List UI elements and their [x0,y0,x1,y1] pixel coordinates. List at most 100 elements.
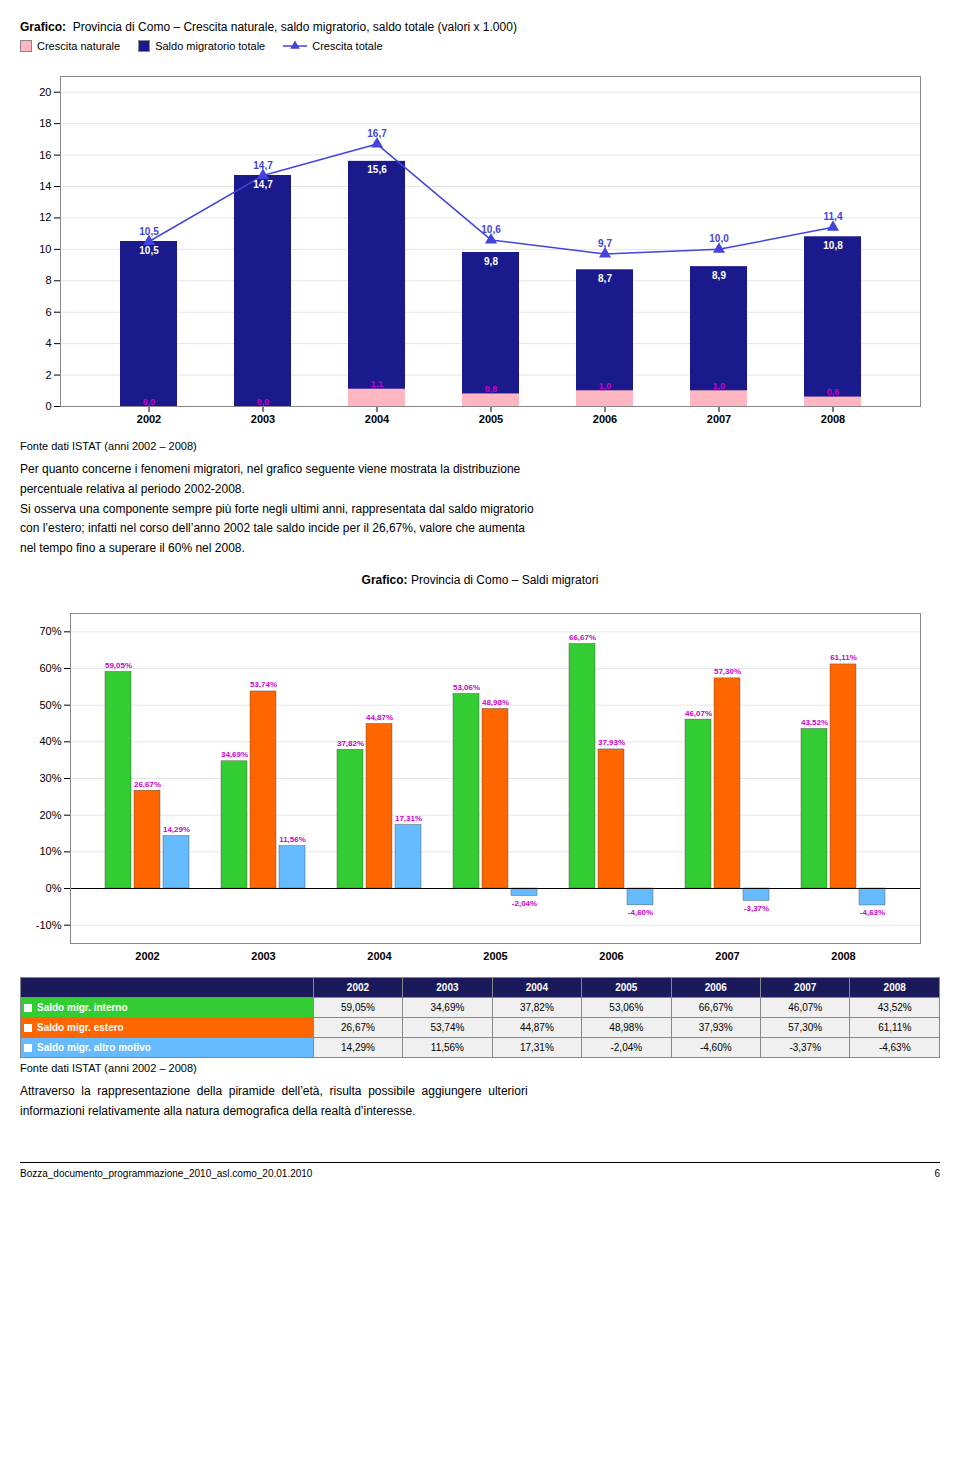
svg-text:17,31%: 17,31% [395,814,422,823]
svg-text:16: 16 [39,149,51,161]
svg-text:10,6: 10,6 [481,224,501,235]
svg-text:6: 6 [45,306,51,318]
html-text:2007: 2007 [794,982,817,993]
svg-text:46,07%: 46,07% [685,709,712,718]
svg-text:2004: 2004 [367,950,392,962]
svg-text:34,69%: 34,69% [221,750,248,759]
svg-text:10,0: 10,0 [709,233,729,244]
svg-text:18: 18 [39,117,51,129]
svg-text:66,67%: 66,67% [569,633,596,642]
svg-text:0,6: 0,6 [827,387,840,397]
svg-text:10,5: 10,5 [139,226,159,237]
svg-text:1,1: 1,1 [371,379,384,389]
html-text:Grafico: Provincia di Como – C: Grafico: Provincia di Como – Crescita na… [20,20,517,34]
svg-text:1,0: 1,0 [599,381,612,391]
svg-text:60%: 60% [39,662,61,674]
svg-text:2004: 2004 [365,413,390,425]
svg-text:26,67%: 26,67% [134,780,161,789]
svg-text:48,98%: 48,98% [482,698,509,707]
svg-text:20: 20 [39,86,51,98]
svg-text:37,82%: 37,82% [337,739,364,748]
svg-text:2002: 2002 [137,413,161,425]
svg-text:10,5: 10,5 [139,245,159,256]
html-text:Fonte dati ISTAT (anni 2002 –: Fonte dati ISTAT (anni 2002 – 2008) [20,1062,197,1074]
svg-text:4: 4 [45,337,51,349]
svg-text:2006: 2006 [599,950,623,962]
svg-text:14,29%: 14,29% [163,825,190,834]
svg-text:12: 12 [39,211,51,223]
html-text:nel tempo fino a superare il 6: nel tempo fino a superare il 60% nel 200… [20,541,245,556]
svg-text:50%: 50% [39,699,61,711]
svg-text:2008: 2008 [831,950,855,962]
svg-text:8,7: 8,7 [598,273,612,284]
svg-text:40%: 40% [39,735,61,747]
svg-text:70%: 70% [39,625,61,637]
svg-text:2003: 2003 [251,413,275,425]
svg-text:53,74%: 53,74% [250,680,277,689]
svg-text:11,4: 11,4 [824,211,843,222]
svg-text:10,8: 10,8 [823,240,843,251]
svg-text:-10%: -10% [36,919,62,931]
html-text:Crescita naturale: Crescita naturale [37,40,121,52]
svg-text:30%: 30% [39,772,61,784]
html-text:2005: 2005 [615,982,638,993]
html-text:Crescita totale: Crescita totale [312,40,383,52]
html-text:2008: 2008 [883,982,906,993]
svg-text:9,8: 9,8 [484,256,498,267]
svg-text:0,8: 0,8 [485,384,498,394]
html-text:Saldo migratorio totale: Saldo migratorio totale [155,40,266,52]
svg-text:37,93%: 37,93% [598,738,625,747]
html-text:2003: 2003 [436,982,459,993]
html-text:59,05%: 59,05% [341,1002,375,1013]
html-text:Fonte dati ISTAT (anni 2002 –: Fonte dati ISTAT (anni 2002 – 2008) [20,440,197,452]
svg-text:14,7: 14,7 [253,179,273,190]
svg-text:2005: 2005 [479,413,503,425]
svg-text:2006: 2006 [593,413,617,425]
svg-text:2005: 2005 [483,950,507,962]
svg-text:16,7: 16,7 [367,128,387,139]
html-text:Grafico: Provincia di Como – S: Grafico: Provincia di Como – Saldi migra… [361,573,599,587]
svg-text:11,56%: 11,56% [279,835,306,844]
html-text:percentuale relativa al period: percentuale relativa al periodo 2002-200… [20,481,245,496]
svg-text:-2,04%: -2,04% [512,899,537,908]
svg-text:8,9: 8,9 [712,270,726,281]
svg-text:-4,63%: -4,63% [860,908,885,917]
svg-text:53,06%: 53,06% [453,683,480,692]
svg-text:9,7: 9,7 [598,238,612,249]
html-text:con l’estero; infatti nel cors: con l’estero; infatti nel corso dell’ann… [20,521,525,536]
html-text:Attraverso la rappresentazione: Attraverso la rappresentazione della pir… [20,1084,528,1098]
svg-text:10: 10 [39,243,51,255]
svg-text:20%: 20% [39,809,61,821]
svg-text:8: 8 [45,274,51,286]
svg-text:44,87%: 44,87% [366,713,393,722]
svg-text:14: 14 [39,180,51,192]
html-text:2002: 2002 [346,982,370,993]
svg-text:2007: 2007 [715,950,739,962]
svg-text:2: 2 [45,369,51,381]
svg-text:15,6: 15,6 [367,164,387,175]
svg-text:2008: 2008 [821,413,845,425]
svg-text:0,0: 0,0 [257,397,270,407]
svg-text:1,0: 1,0 [713,381,726,391]
svg-text:57,30%: 57,30% [714,667,741,676]
svg-text:-3,37%: -3,37% [744,904,769,913]
html-text:Si osserva una componente semp: Si osserva una componente sempre più for… [20,501,534,516]
svg-text:59,05%: 59,05% [105,661,132,670]
html-text:Bozza_documento_programmazione: Bozza_documento_programmazione_2010_asl.… [20,1167,313,1179]
html-text:2006: 2006 [704,982,727,993]
svg-text:-4,60%: -4,60% [628,908,653,917]
svg-text:0%: 0% [46,882,62,894]
svg-text:43,52%: 43,52% [801,718,828,727]
svg-text:2002: 2002 [135,950,159,962]
svg-text:0,0: 0,0 [143,397,156,407]
svg-text:14,7: 14,7 [253,160,273,171]
html-text:Per quanto concerne i fenomeni: Per quanto concerne i fenomeni migratori… [20,462,521,476]
html-text:informazioni relativamente all: informazioni relativamente alla natura d… [20,1103,416,1118]
html-text:Saldo migr. interno: Saldo migr. interno [37,1002,128,1013]
svg-text:2003: 2003 [251,950,275,962]
svg-text:0: 0 [45,400,51,412]
html-text:2004: 2004 [525,982,548,993]
svg-text:10%: 10% [39,845,61,857]
svg-text:61,11%: 61,11% [830,653,857,662]
svg-text:2007: 2007 [707,413,731,425]
